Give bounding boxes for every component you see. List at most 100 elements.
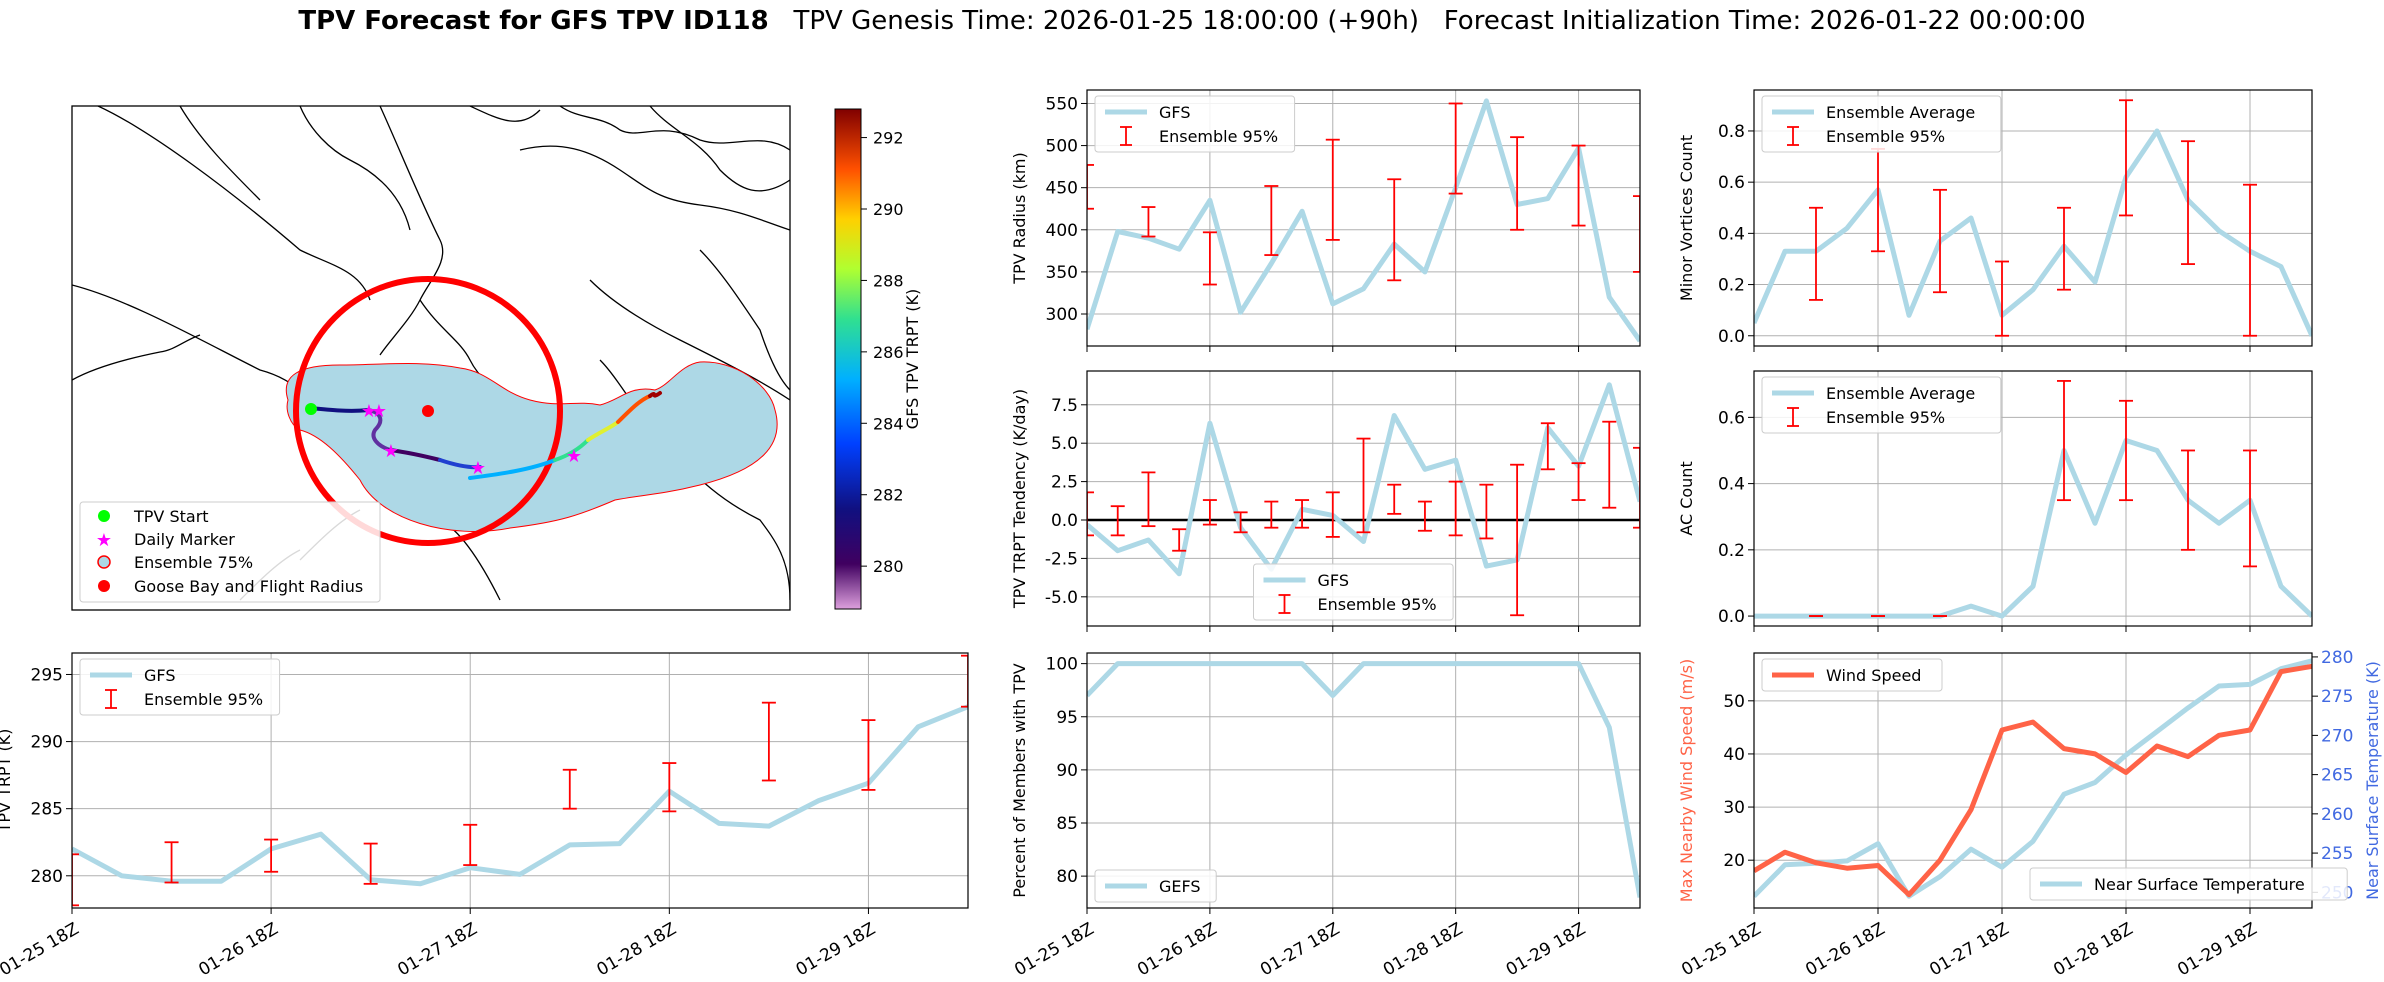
errorbar	[562, 768, 577, 810]
legend: Ensemble Average Ensemble 95%	[1761, 376, 2002, 434]
y-tick-label: 500	[1046, 137, 1078, 157]
chart-wind_temp: 20 30 40 50 01-25 18Z 01-26 18Z 01-27 18Z 01-28…	[1677, 648, 2382, 980]
y-tick-label: 7.5	[1051, 396, 1078, 416]
errorbar	[1571, 144, 1586, 227]
data-layer	[72, 654, 968, 907]
data-layer	[1754, 658, 2312, 899]
y-tick-label: 450	[1046, 179, 1078, 199]
data-layer	[1087, 98, 1640, 343]
chart-panels: 300 350 400 450 500 550 TPV Radius (km) GFS Ense…	[0, 89, 2382, 980]
legend-frame	[1094, 869, 1217, 903]
y-right-tick-label: 265	[2321, 766, 2353, 786]
errorbar	[1325, 491, 1340, 538]
y-tick-label: 0.4	[1718, 224, 1745, 244]
colorbar-tick-label: 280	[873, 557, 904, 576]
errorbar	[463, 823, 478, 866]
y-right-tick-label: 275	[2321, 687, 2353, 707]
errorbar	[761, 701, 776, 782]
legend-daily-icon: ★	[96, 530, 112, 551]
y-axis-label: TPV TRPT Tendency (K/day)	[1010, 389, 1029, 609]
y-tick-label: 0.8	[1718, 122, 1745, 142]
y-tick-label: 0.0	[1718, 607, 1745, 627]
y-tick-label: 550	[1046, 94, 1078, 114]
plot-frame	[1086, 89, 1641, 347]
map-panel: ★★★ ★★ TPV Start ★ Daily Marker Ensemble…	[71, 105, 922, 611]
map-frame	[71, 105, 791, 611]
errorbar	[2243, 183, 2257, 337]
errorbar	[72, 853, 79, 907]
y-axis-label: TPV TRPT (K)	[0, 729, 14, 834]
plot-frame	[1753, 89, 2313, 347]
legend: GFS Ensemble 95%	[1094, 95, 1296, 153]
errorbar	[2119, 399, 2133, 502]
legend: GEFS	[1094, 869, 1217, 903]
legend-ensemble-icon	[97, 555, 111, 569]
legend-label: Ensemble 95%	[144, 690, 263, 709]
y-right-tick-label: 260	[2321, 805, 2353, 825]
legend-label: Ensemble 95%	[1159, 127, 1278, 146]
errorbar	[1264, 185, 1279, 256]
x-tick-label: 01-29 18Z	[2174, 919, 2260, 980]
colorbar	[834, 108, 862, 610]
y-tick-label: 295	[31, 665, 63, 685]
legend-ensemble: Ensemble 75%	[134, 553, 253, 572]
chart-trpt: 280 285 290 295 01-25 18Z 01-26 18Z 01-27 18Z 0…	[0, 652, 969, 980]
errorbar	[363, 842, 378, 885]
x-tick-label: 01-26 18Z	[1134, 919, 1220, 980]
x-tick-label: 01-25 18Z	[1011, 919, 1097, 980]
errorbar	[961, 654, 968, 708]
svg-text:★: ★	[566, 446, 582, 467]
tpv-track	[308, 391, 662, 480]
x-tick-label: 01-27 18Z	[1926, 919, 2012, 980]
x-tick-label: 01-28 18Z	[594, 919, 680, 980]
chart-percent: 80 85 90 95 100 01-25 18Z 01-26 18Z 01-27 18Z 01…	[1010, 652, 1641, 980]
svg-text:★: ★	[470, 458, 486, 479]
errorbar	[264, 838, 279, 873]
legend-goose: Goose Bay and Flight Radius	[134, 577, 363, 596]
plot-frame	[1086, 370, 1641, 627]
errorbar	[662, 762, 677, 813]
y-right-axis-label: Near Surface Temperature (K)	[2363, 661, 2382, 900]
y-tick-label: 0.2	[1718, 541, 1745, 561]
x-tick-label: 01-25 18Z	[0, 919, 83, 980]
errorbar	[1510, 463, 1525, 617]
x-tick-label: 01-29 18Z	[1503, 919, 1589, 980]
plot-frame	[1753, 370, 2313, 627]
colorbar-tick-label: 288	[873, 271, 904, 290]
errorbar	[1602, 420, 1617, 509]
legend-label: GFS	[144, 666, 175, 685]
legend-frame	[2029, 867, 2348, 901]
errorbar	[1264, 500, 1279, 529]
y-axis-label: TPV Radius (km)	[1010, 152, 1029, 285]
y-tick-label: 0.4	[1718, 475, 1745, 495]
data-layer	[1754, 99, 2312, 337]
legend-frame	[1761, 658, 1943, 692]
y-axis-label: AC Count	[1677, 461, 1696, 535]
legend-label: Ensemble Average	[1826, 103, 1975, 122]
tpv-start-marker	[305, 403, 317, 415]
errorbar	[1172, 528, 1187, 552]
errorbar	[2181, 140, 2195, 265]
x-tick-label: 01-26 18Z	[1802, 919, 1888, 980]
x-tick-label: 01-27 18Z	[1257, 919, 1343, 980]
x-tick-label: 01-25 18Z	[1678, 919, 1764, 980]
y-tick-label: 0.2	[1718, 276, 1745, 296]
svg-text:★: ★	[371, 401, 387, 422]
errorbar	[1387, 178, 1402, 282]
y-tick-label: 280	[31, 867, 63, 887]
y-axis-label: Percent of Members with TPV	[1010, 663, 1029, 897]
errorbar	[2181, 449, 2195, 551]
legend-label: Near Surface Temperature	[2094, 875, 2305, 894]
errorbar	[861, 719, 876, 791]
y-tick-label: 40	[1723, 745, 1745, 765]
legend-label: GEFS	[1159, 877, 1201, 896]
y-tick-label: 300	[1046, 305, 1078, 325]
legend-start-icon	[98, 510, 110, 522]
y-right-tick-label: 270	[2321, 726, 2353, 746]
y-tick-label: 350	[1046, 263, 1078, 283]
errorbar	[2119, 99, 2133, 217]
legend-label: Ensemble 95%	[1826, 408, 1945, 427]
errorbar	[2243, 449, 2257, 568]
y-tick-label: -2.5	[1045, 549, 1078, 569]
